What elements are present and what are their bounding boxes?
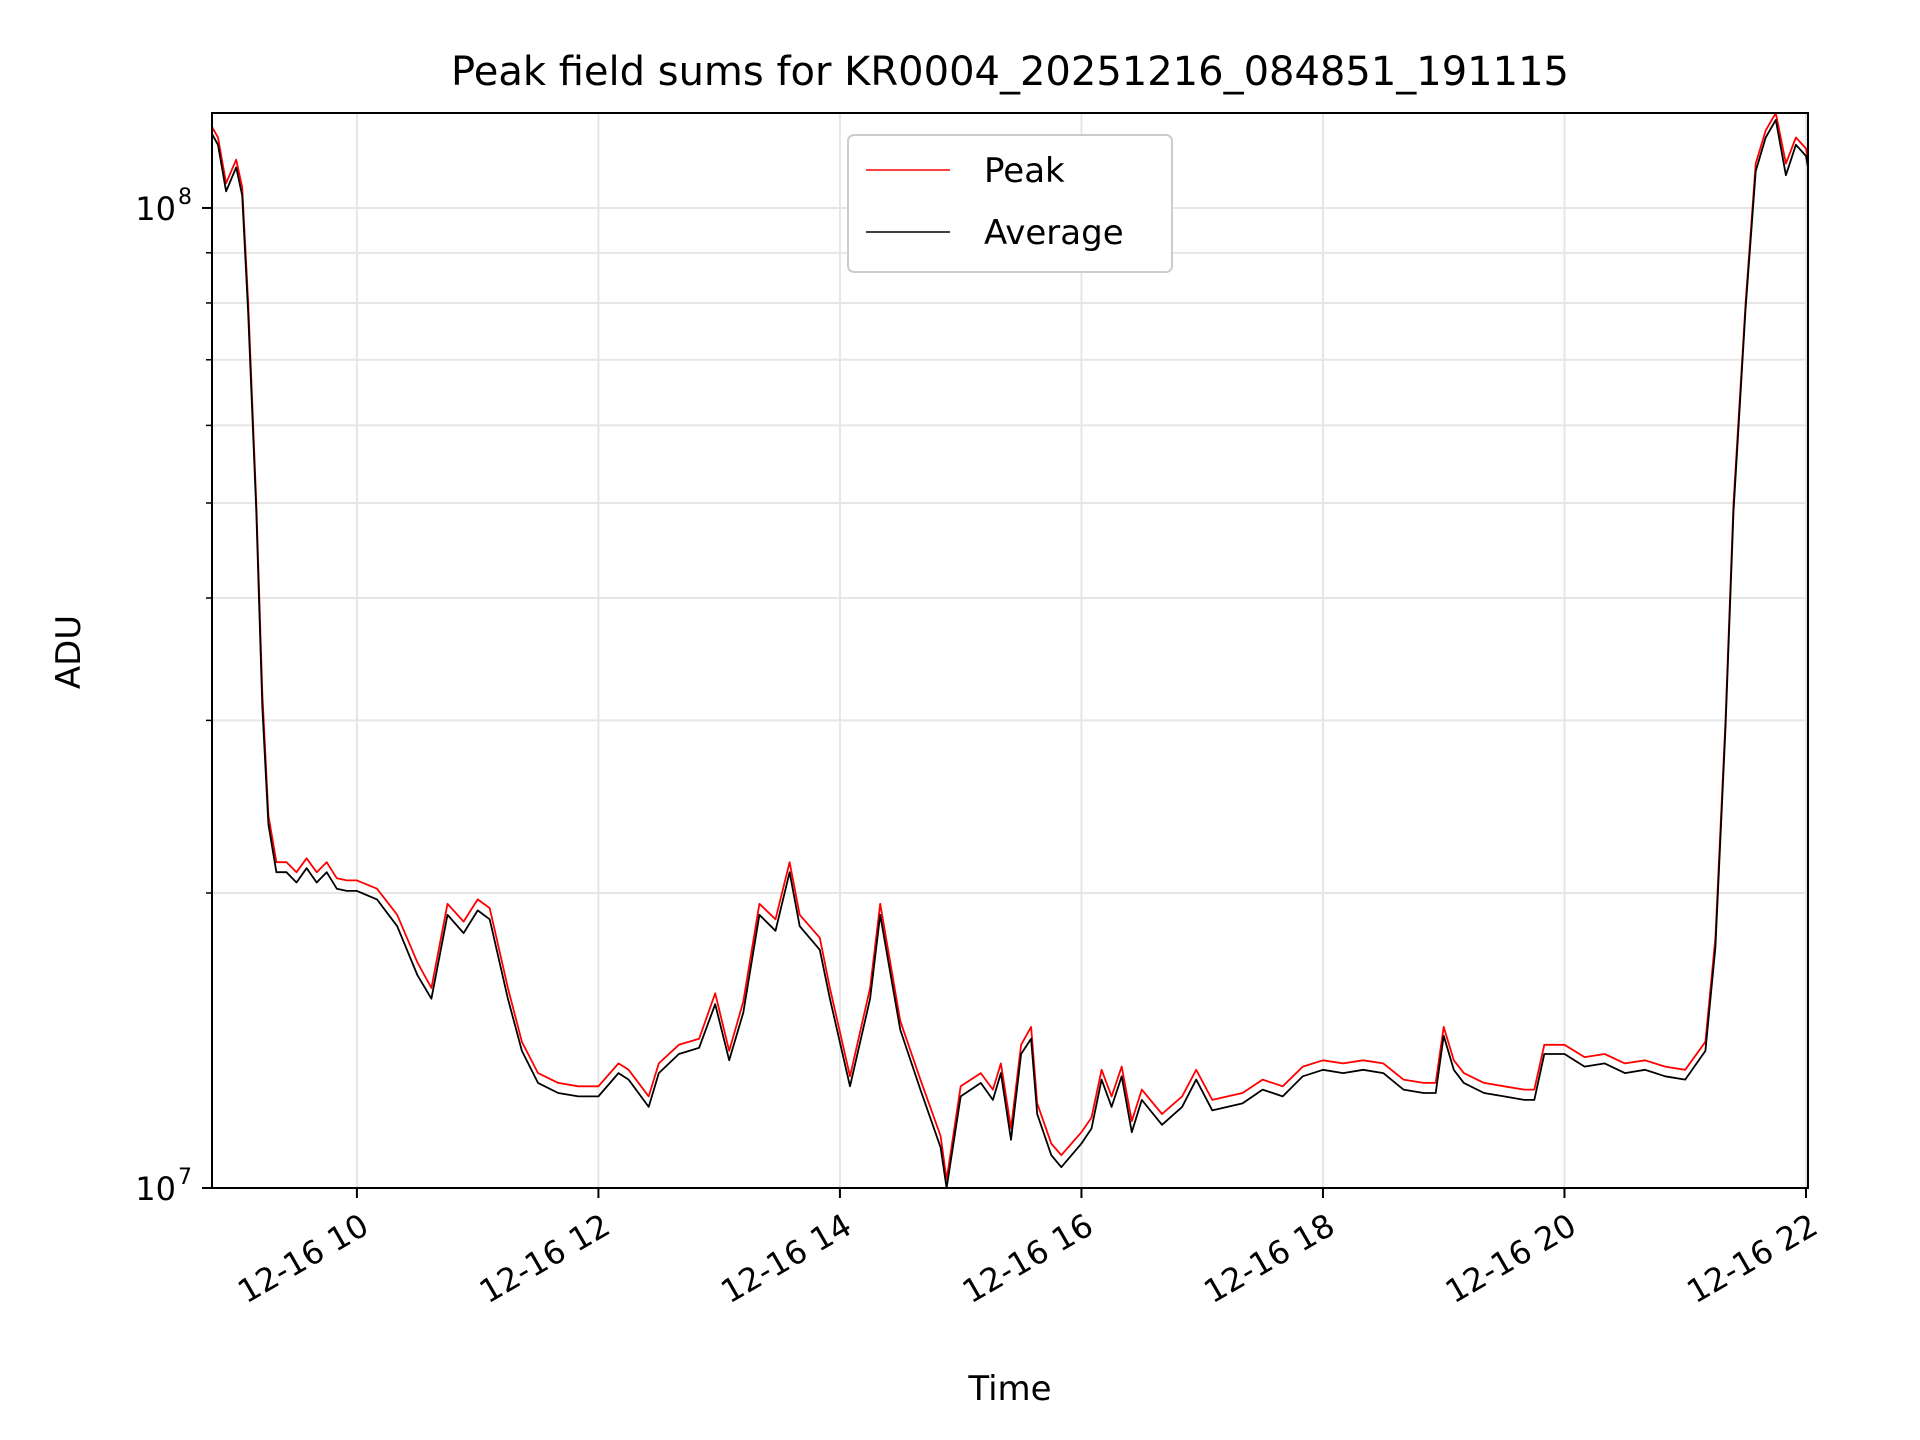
series-lines (211, 112, 1809, 1189)
series-line-average (211, 119, 1809, 1189)
y-axis-label: ADU (49, 615, 89, 689)
y-tick-label-base: 10 (135, 1170, 176, 1208)
y-tick-label: 10 (135, 1170, 176, 1208)
x-axis-label: Time (967, 1369, 1051, 1409)
plot-area-frame (211, 112, 1809, 1189)
legend: Peak Average (847, 134, 1173, 273)
legend-label-average: Average (984, 213, 1124, 253)
y-tick-label: 10 (135, 190, 176, 228)
y-tick-label-exponent: 8 (178, 185, 192, 210)
y-tick-label-base: 10 (135, 190, 176, 228)
legend-label-peak: Peak (984, 151, 1065, 191)
chart-title: Peak field sums for KR0004_20251216_0848… (451, 49, 1569, 95)
y-tick-label-exponent: 7 (178, 1165, 192, 1190)
series-line-peak (211, 112, 1809, 1181)
